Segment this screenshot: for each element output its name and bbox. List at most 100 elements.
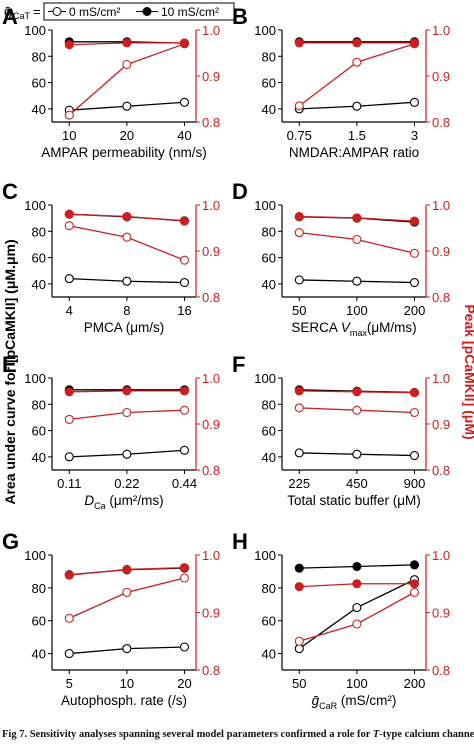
data-point-black-open-g (179, 642, 190, 652)
panel-letter-d: D (232, 179, 248, 204)
left-tick-label-e: 60 (32, 424, 46, 439)
right-tick-label-b: 0.9 (432, 69, 450, 84)
x-axis-label-sub-h: CaR (319, 701, 338, 711)
panels: A 40 60 80 100 0.8 0.9 1.0 10 20 40 AMPAR permeabil… (2, 4, 450, 711)
data-point-red-open-d (294, 228, 304, 238)
data-point-black-open-c (179, 277, 190, 288)
x-tick-label-h: 200 (404, 676, 426, 691)
data-point-black-open-b (352, 101, 362, 111)
series-line-red-open-b (298, 43, 415, 107)
panel-e: E 40 60 80 100 0.8 0.9 1.0 0.11 0.22 0.44 DCa (μm²/… (2, 352, 220, 511)
data-point-black-open-a (179, 97, 190, 107)
caption-rest: -type calcium channels in (379, 729, 474, 740)
shared-right-ylabel: Peak [pCaMKII] (μM) (462, 304, 474, 439)
left-tick-label-h: 80 (262, 581, 276, 596)
data-point-red-open-e (179, 405, 190, 415)
data-point-red-open-d (409, 248, 420, 258)
x-tick-label-a: 20 (120, 128, 134, 143)
x-tick-label-c: 16 (177, 303, 191, 318)
left-tick-label-f: 40 (262, 450, 276, 465)
data-point-red-filled-f (294, 386, 304, 396)
x-tick-label-b: 0.75 (287, 128, 312, 143)
data-point-black-open-b (409, 97, 420, 107)
data-point-black-filled-h (294, 563, 304, 573)
data-point-black-open-d (294, 275, 304, 285)
data-point-red-filled-g (122, 564, 132, 574)
data-point-red-open-h (409, 587, 420, 597)
series-line-red-open-g (69, 577, 185, 619)
panel-letter-c: C (2, 179, 18, 204)
x-tick-label-c: 4 (66, 303, 73, 318)
data-point-red-open-b (352, 57, 362, 67)
panel-g: G 40 60 80 100 0.8 0.9 1.0 5 10 20 Autophosph. rate… (2, 529, 220, 708)
x-tick-label-b: 3 (411, 128, 418, 143)
left-tick-label-f: 100 (254, 371, 276, 386)
x-tick-label-c: 8 (123, 303, 130, 318)
right-tick-label-a: 1.0 (202, 23, 220, 38)
data-point-red-filled-b (409, 38, 420, 48)
x-tick-label-e: 0.22 (114, 476, 139, 491)
right-tick-label-b: 1.0 (432, 23, 450, 38)
data-point-red-filled-f (409, 388, 420, 398)
x-axis-label-a: AMPAR permeability (nm/s) (41, 145, 207, 160)
left-tick-label-g: 40 (32, 647, 46, 662)
left-tick-label-g: 60 (32, 614, 46, 629)
data-point-black-open-f (294, 448, 304, 458)
panel-c: C 40 60 80 100 0.8 0.9 1.0 4 8 16 PMCA (μm/s) (2, 179, 220, 335)
figure-caption: Fig 7. Sensitivity analyses spanning sev… (2, 729, 474, 740)
left-tick-label-d: 60 (262, 251, 276, 266)
data-point-black-open-e (179, 445, 190, 455)
left-tick-label-b: 60 (262, 76, 276, 91)
x-axis-label-c: PMCA (μm/s) (84, 320, 165, 335)
x-tick-label-f: 900 (404, 476, 426, 491)
left-tick-label-c: 40 (32, 277, 46, 292)
left-tick-label-c: 60 (32, 251, 46, 266)
data-point-red-open-h (352, 619, 362, 629)
panel-letter-e: E (2, 352, 17, 377)
right-tick-label-d: 1.0 (432, 198, 450, 213)
x-tick-label-g: 5 (66, 676, 73, 691)
x-axis-label-main-d: SERCA (291, 320, 341, 335)
data-point-red-filled-g (64, 570, 74, 580)
shared-left-ylabel: Area under curve for [pCaMKII] (μM.μm) (2, 239, 18, 504)
left-tick-label-f: 80 (262, 397, 276, 412)
left-tick-label-f: 60 (262, 424, 276, 439)
legend-equals: = (33, 4, 41, 19)
data-point-black-filled-h (409, 560, 420, 570)
left-tick-label-h: 100 (254, 548, 276, 563)
data-point-red-filled-e (122, 386, 132, 396)
data-point-red-filled-d (294, 211, 304, 222)
panel-b: B 40 60 80 100 0.8 0.9 1.0 0.75 1.5 3 NMDAR:AMPAR r… (232, 4, 450, 160)
left-tick-label-d: 40 (262, 277, 276, 292)
x-tick-label-b: 1.5 (348, 128, 366, 143)
data-point-red-open-f (409, 407, 420, 418)
data-point-red-filled-f (352, 387, 362, 397)
left-tick-label-g: 80 (32, 581, 46, 596)
data-point-black-open-c (122, 276, 132, 286)
right-tick-label-d: 0.8 (432, 290, 450, 305)
x-axis-label-d: SERCA Vmax(μM/ms) (291, 320, 416, 338)
right-tick-label-d: 0.9 (432, 244, 450, 259)
data-point-red-filled-c (64, 209, 74, 219)
data-point-red-open-c (122, 232, 132, 242)
right-tick-label-c: 0.8 (202, 290, 220, 305)
right-tick-label-f: 0.9 (432, 417, 450, 432)
right-tick-label-a: 0.9 (202, 69, 220, 84)
right-tick-label-g: 1.0 (202, 548, 220, 563)
right-tick-label-a: 0.8 (202, 115, 220, 130)
data-point-red-open-g (122, 587, 132, 597)
data-point-black-open-c (64, 274, 74, 284)
x-axis-label-unit-h: (mS/cm²) (337, 693, 396, 708)
data-point-red-open-d (352, 234, 362, 245)
x-tick-label-d: 200 (404, 303, 426, 318)
left-tick-label-h: 40 (262, 647, 276, 662)
x-axis-label-g: Autophosph. rate (/s) (61, 693, 187, 708)
left-tick-label-d: 100 (254, 198, 276, 213)
x-tick-label-g: 10 (120, 676, 134, 691)
x-tick-label-a: 40 (177, 128, 191, 143)
data-point-black-open-d (409, 277, 420, 288)
series-line-red-open-h (299, 591, 415, 642)
left-tick-label-a: 80 (32, 49, 46, 64)
data-point-red-filled-h (352, 579, 362, 589)
data-point-black-open-a (122, 101, 132, 111)
